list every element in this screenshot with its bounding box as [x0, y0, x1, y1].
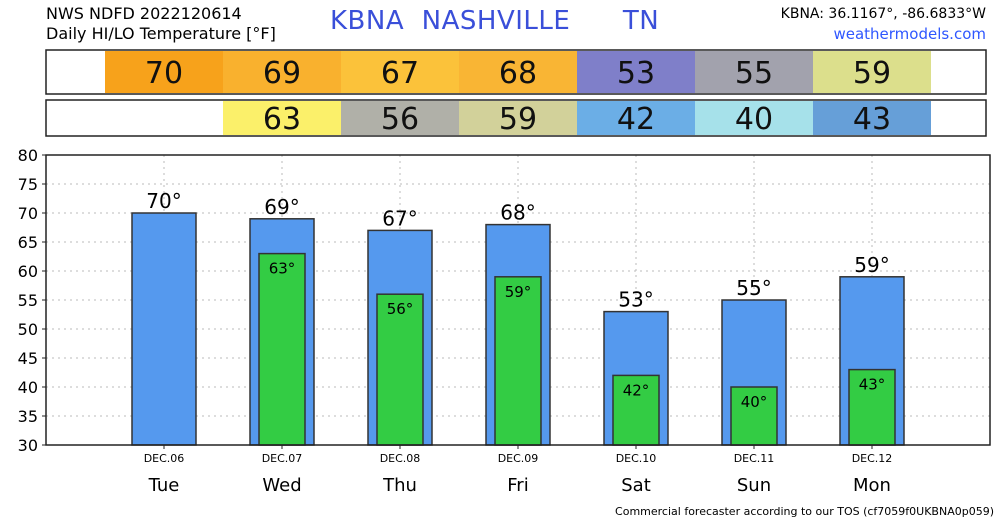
station-info: KBNA: 36.1167°, -86.6833°W weathermodels…	[781, 4, 986, 44]
x-date-label: DEC.10	[616, 452, 657, 465]
y-tick-label: 35	[18, 407, 38, 426]
hi-row-cell	[341, 51, 459, 93]
lo-bar	[612, 374, 660, 446]
hi-bar-label: 70°	[146, 189, 181, 213]
y-tick-label: 45	[18, 349, 38, 368]
hi-row-value: 68	[499, 56, 537, 91]
header-title: NWS NDFD 2022120614 Daily HI/LO Temperat…	[46, 4, 276, 44]
hi-row-cell	[813, 51, 931, 93]
x-day-label: Wed	[262, 475, 301, 496]
lo-bar	[848, 368, 896, 446]
station-coords: KBNA: 36.1167°, -86.6833°W	[780, 6, 986, 22]
lo-row-cell	[813, 101, 931, 135]
x-day-label: Tue	[148, 475, 180, 496]
hi-row-cell	[459, 51, 577, 93]
lo-bar	[730, 386, 778, 446]
lo-row-value: 59	[499, 102, 537, 137]
hi-bar-label: 59°	[854, 253, 889, 277]
hi-bar-label: 67°	[382, 206, 417, 230]
lo-bar-label: 56°	[387, 300, 414, 318]
y-tick-label: 60	[18, 262, 38, 281]
station-name: KBNA NASHVILLE TN	[330, 6, 770, 36]
x-day-label: Sun	[737, 475, 771, 496]
y-tick-label: 55	[18, 291, 38, 310]
lo-bar-label: 42°	[623, 381, 650, 399]
lo-bar-label: 43°	[859, 376, 886, 394]
lo-row-value: 40	[735, 102, 773, 137]
lo-row-value: 43	[853, 102, 891, 137]
lo-bar-label: 40°	[741, 393, 768, 411]
website-link[interactable]: weathermodels.com	[833, 25, 986, 43]
lo-row-cell	[459, 101, 577, 135]
hi-bar-label: 68°	[500, 201, 535, 225]
lo-bar-label: 59°	[505, 283, 532, 301]
x-day-label: Fri	[507, 475, 528, 496]
lo-bar	[376, 293, 424, 446]
x-date-label: DEC.12	[852, 452, 893, 465]
y-tick-label: 75	[18, 175, 38, 194]
hi-row-value: 69	[263, 56, 301, 91]
footer-note: Commercial forecaster according to our T…	[615, 505, 994, 518]
lo-bar	[494, 276, 542, 446]
lo-row-cell	[341, 101, 459, 135]
hi-row-value: 67	[381, 56, 419, 91]
lo-bar	[258, 252, 306, 446]
hi-bar-label: 53°	[618, 288, 653, 312]
hi-row-value: 55	[735, 56, 773, 91]
title-line-2: Daily HI/LO Temperature [°F]	[46, 24, 276, 43]
station-state: TN	[622, 6, 660, 36]
y-tick-label: 50	[18, 320, 38, 339]
hi-row-cell	[223, 51, 341, 93]
x-date-label: DEC.08	[380, 452, 421, 465]
x-date-label: DEC.09	[498, 452, 539, 465]
y-tick-label: 80	[18, 146, 38, 165]
x-day-label: Mon	[853, 475, 891, 496]
x-date-label: DEC.11	[734, 452, 775, 465]
y-tick-label: 65	[18, 233, 38, 252]
hi-row-cell	[577, 51, 695, 93]
lo-row-cell	[695, 101, 813, 135]
title-line-1: NWS NDFD 2022120614	[46, 4, 242, 23]
hi-row-cell	[695, 51, 813, 93]
y-tick-label: 40	[18, 378, 38, 397]
x-date-label: DEC.06	[144, 452, 185, 465]
lo-row-cell	[223, 101, 341, 135]
x-day-label: Thu	[382, 475, 417, 496]
hi-bar-label: 55°	[736, 276, 771, 300]
lo-row-value: 42	[617, 102, 655, 137]
hi-row-value: 53	[617, 56, 655, 91]
hi-bar	[131, 212, 197, 446]
lo-row-value: 56	[381, 102, 419, 137]
x-date-label: DEC.07	[262, 452, 303, 465]
y-tick-label: 30	[18, 436, 38, 455]
lo-row-cell	[577, 101, 695, 135]
y-tick-label: 70	[18, 204, 38, 223]
hi-row-value: 70	[145, 56, 183, 91]
x-day-label: Sat	[621, 475, 651, 496]
station-city: NASHVILLE	[421, 6, 571, 36]
lo-bar-label: 63°	[269, 260, 296, 278]
hi-row-cell	[105, 51, 223, 93]
hi-row-value: 59	[853, 56, 891, 91]
hi-bar-label: 69°	[264, 195, 299, 219]
station-code: KBNA	[330, 6, 405, 36]
lo-row-value: 63	[263, 102, 301, 137]
